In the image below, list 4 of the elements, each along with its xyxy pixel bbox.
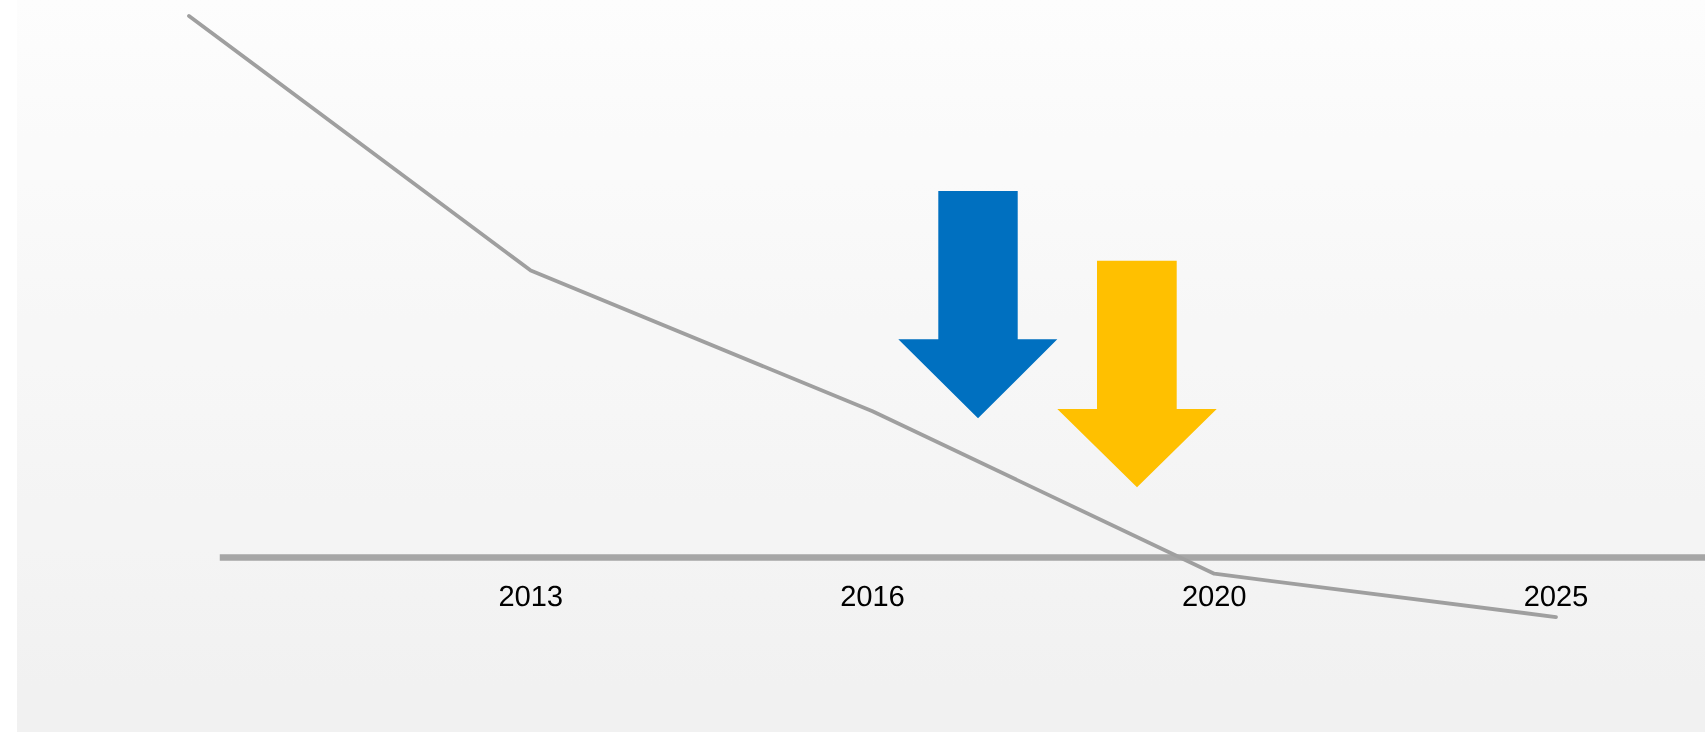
x-tick-label: 2020 <box>1183 585 1246 607</box>
x-tick-label: 2013 <box>499 585 562 607</box>
x-tick-label: 2025 <box>1525 585 1588 607</box>
x-tick-label: 2016 <box>841 585 904 607</box>
